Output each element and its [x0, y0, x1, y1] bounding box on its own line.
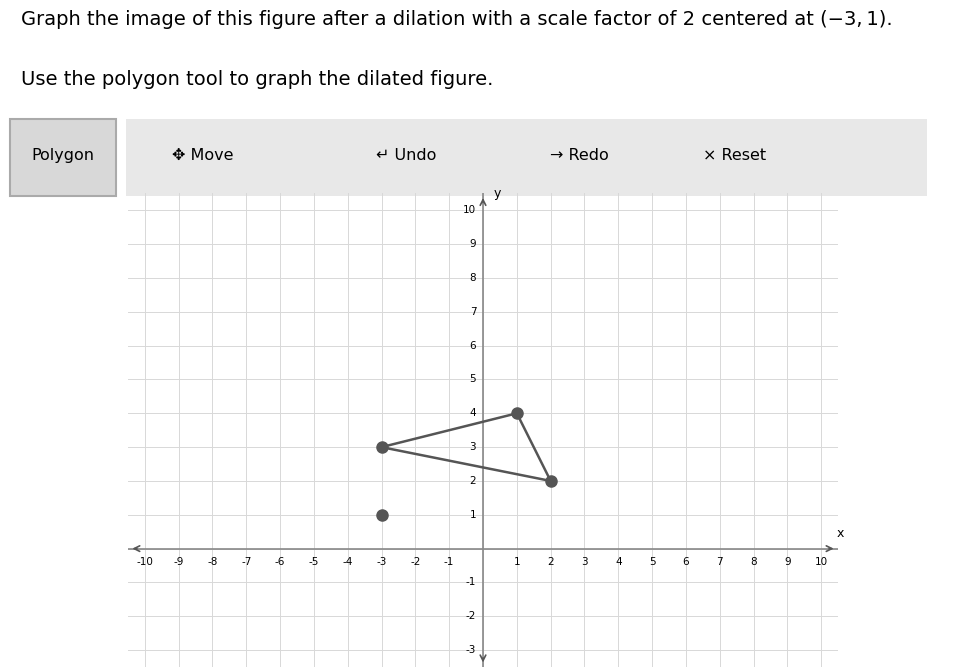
Text: 8: 8 — [469, 273, 476, 283]
Text: -4: -4 — [343, 557, 353, 567]
Text: -1: -1 — [466, 578, 476, 588]
Text: 5: 5 — [469, 374, 476, 384]
Text: x: x — [837, 527, 843, 540]
Text: -3: -3 — [377, 557, 386, 567]
Text: 7: 7 — [469, 307, 476, 317]
Text: 6: 6 — [469, 341, 476, 351]
Text: y: y — [494, 187, 500, 200]
Text: 4: 4 — [615, 557, 621, 567]
Text: -3: -3 — [466, 645, 476, 655]
Text: 7: 7 — [717, 557, 724, 567]
Text: 10: 10 — [463, 205, 476, 215]
Text: Polygon: Polygon — [31, 147, 95, 163]
Text: -1: -1 — [444, 557, 454, 567]
FancyBboxPatch shape — [10, 119, 116, 196]
Text: 5: 5 — [649, 557, 656, 567]
Text: 6: 6 — [683, 557, 690, 567]
Text: -2: -2 — [411, 557, 420, 567]
Text: → Redo: → Redo — [551, 147, 609, 163]
FancyBboxPatch shape — [126, 119, 927, 196]
Text: -8: -8 — [207, 557, 217, 567]
Text: 1: 1 — [469, 510, 476, 520]
Text: ✥ Move: ✥ Move — [172, 147, 234, 163]
Text: 1: 1 — [514, 557, 520, 567]
Text: -10: -10 — [136, 557, 154, 567]
Text: 9: 9 — [784, 557, 791, 567]
Text: ↵ Undo: ↵ Undo — [376, 147, 436, 163]
Text: 10: 10 — [814, 557, 828, 567]
Text: -5: -5 — [309, 557, 319, 567]
Text: 4: 4 — [469, 408, 476, 418]
Text: -7: -7 — [242, 557, 251, 567]
Text: -6: -6 — [275, 557, 285, 567]
Text: Graph the image of this figure after a dilation with a scale factor of 2 centere: Graph the image of this figure after a d… — [21, 9, 893, 29]
Text: 9: 9 — [469, 239, 476, 249]
Text: Use the polygon tool to graph the dilated figure.: Use the polygon tool to graph the dilate… — [21, 69, 494, 89]
Text: 2: 2 — [469, 476, 476, 486]
Text: -2: -2 — [466, 611, 476, 621]
Text: 2: 2 — [548, 557, 554, 567]
Text: 3: 3 — [582, 557, 587, 567]
Text: × Reset: × Reset — [702, 147, 766, 163]
Text: -9: -9 — [173, 557, 184, 567]
Text: 3: 3 — [469, 442, 476, 452]
Text: 8: 8 — [751, 557, 757, 567]
